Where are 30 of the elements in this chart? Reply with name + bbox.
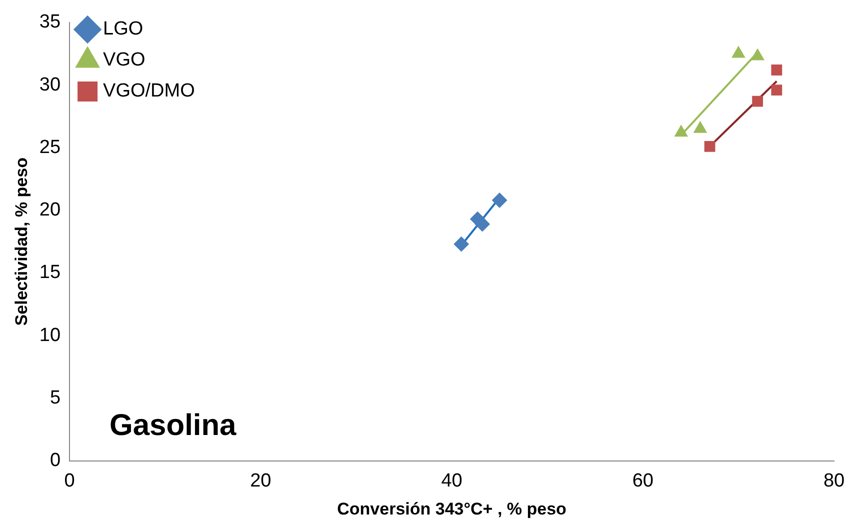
y-tick-label: 20 — [39, 200, 61, 221]
point — [704, 140, 716, 152]
point — [454, 236, 469, 252]
point — [694, 121, 707, 133]
legend-label: VGO/DMO — [103, 80, 195, 102]
legend-label: VGO — [103, 50, 146, 71]
point — [732, 46, 746, 58]
point — [771, 84, 782, 96]
x-tick-label: 60 — [632, 470, 654, 492]
y-tick-label: 5 — [50, 387, 61, 408]
point — [492, 192, 508, 208]
legend-label: LGO — [103, 18, 144, 40]
x-tick-label: 80 — [823, 470, 845, 492]
point — [674, 125, 688, 137]
y-tick-label: 35 — [39, 12, 61, 33]
point — [750, 48, 764, 60]
x-tick-label: 0 — [64, 470, 75, 492]
y-tick-label: 10 — [39, 324, 61, 346]
point — [752, 96, 764, 107]
y-tick-label: 30 — [39, 74, 61, 96]
point — [771, 64, 782, 76]
y-tick-label: 15 — [39, 262, 61, 284]
y-axis-title: Selectividad, % peso — [12, 158, 31, 326]
x-axis-title: Conversión 343°C+ , % peso — [337, 499, 566, 518]
x-tick-label: 20 — [250, 470, 272, 492]
point — [474, 216, 490, 232]
x-tick-label: 40 — [441, 470, 462, 492]
annotation: Gasolina — [110, 408, 237, 442]
y-tick-label: 25 — [39, 136, 61, 158]
y-tick-label: 0 — [50, 450, 61, 472]
